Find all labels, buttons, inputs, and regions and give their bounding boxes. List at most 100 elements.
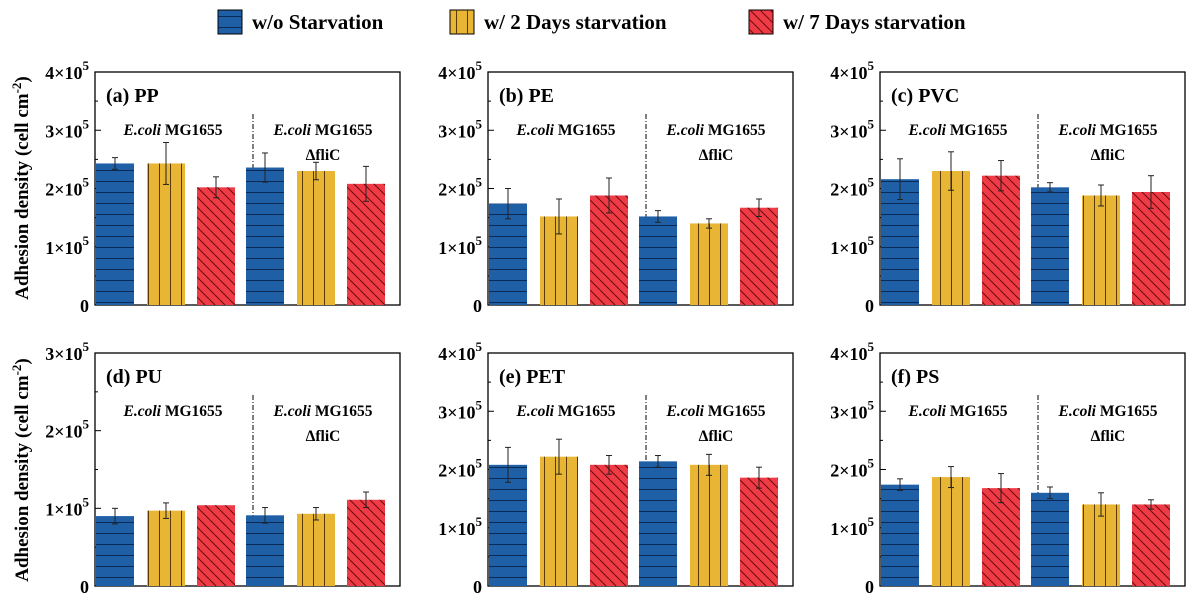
y-tick-label: 0	[473, 577, 482, 597]
panel-title: (b) PE	[499, 85, 554, 107]
panel-4: 0 1×105 2×105 3×105 (d) PU E.coli MG1655 E.col…	[45, 339, 401, 597]
bar-pattern	[639, 461, 677, 586]
y-tick-label: 1×105	[45, 494, 89, 519]
panel-title: (a) PP	[106, 85, 159, 107]
bar-pattern	[246, 167, 284, 305]
group-label: E.coli MG1655	[907, 403, 1007, 420]
group-label: E.coli MG1655	[122, 403, 222, 420]
bar-pattern	[1082, 195, 1120, 305]
bar-pattern	[197, 505, 235, 586]
bar-pattern	[540, 456, 578, 586]
y-tick-label: 2×105	[438, 456, 482, 481]
group-label: E.coli MG1655	[515, 403, 615, 420]
y-tick-label: 0	[80, 296, 89, 316]
y-axis-label-bottom: Adhesion density (cell cm-2)	[9, 358, 33, 582]
bar-pattern	[489, 203, 527, 305]
legend-label-no-starvation: w/o Starvation	[252, 10, 384, 34]
y-tick-label: 2×105	[45, 175, 89, 200]
legend-label-2-days: w/ 2 Days starvation	[484, 10, 667, 34]
bar-pattern	[690, 464, 728, 586]
y-tick-label: 2×105	[438, 175, 482, 200]
panel-5: 0 1×105 2×105 3×105 4×105 (e) PET E.coli MG165…	[438, 339, 794, 597]
panel-3: 0 1×105 2×105 3×105 4×105 (c) PVC E.coli MG165…	[830, 58, 1186, 316]
bar-pattern	[147, 163, 185, 305]
y-tick-label: 1×105	[45, 233, 89, 258]
group-label: E.coli MG1655	[122, 122, 222, 139]
panel-title: (e) PET	[499, 366, 566, 388]
legend-label-7-days: w/ 7 Days starvation	[783, 10, 966, 34]
group-label-mutant: ΔfliC	[306, 147, 341, 164]
group-label: E.coli MG1655	[515, 122, 615, 139]
bar-pattern	[297, 513, 335, 586]
bar-pattern	[590, 195, 628, 305]
legend: w/o Starvation w/ 2 Days starvation w/ 7…	[217, 9, 966, 35]
y-tick-label: 3×105	[438, 116, 482, 141]
y-tick-label: 1×105	[438, 233, 482, 258]
group-label: E.coli MG1655	[272, 122, 372, 139]
bar-pattern	[982, 488, 1020, 586]
bar-pattern	[96, 516, 134, 586]
bar-pattern	[1031, 492, 1069, 586]
bar-pattern	[690, 223, 728, 305]
chart-panels: 0 1×105 2×105 3×105 4×105 (a) PP E.coli MG1655…	[45, 58, 1186, 597]
bar-pattern	[932, 477, 970, 586]
group-label: E.coli MG1655	[665, 403, 765, 420]
group-label-mutant: ΔfliC	[699, 147, 734, 164]
y-tick-label: 2×105	[830, 175, 874, 200]
bar-pattern	[489, 464, 527, 586]
y-axis-label-top: Adhesion density (cell cm-2)	[9, 76, 33, 300]
group-label: E.coli MG1655	[1057, 122, 1157, 139]
y-tick-label: 2×105	[45, 417, 89, 442]
bar-pattern	[740, 207, 778, 305]
legend-item-2-days: w/ 2 Days starvation	[449, 9, 667, 35]
y-tick-label: 4×105	[830, 58, 874, 83]
bar-pattern	[347, 499, 385, 586]
group-label-mutant: ΔfliC	[306, 428, 341, 445]
bar-pattern	[881, 484, 919, 586]
bar-pattern	[1132, 191, 1170, 305]
group-label: E.coli MG1655	[665, 122, 765, 139]
y-tick-label: 1×105	[830, 233, 874, 258]
y-tick-label: 1×105	[438, 514, 482, 539]
bar-pattern	[96, 163, 134, 305]
legend-item-7-days: w/ 7 Days starvation	[748, 9, 966, 35]
y-tick-label: 1×105	[830, 514, 874, 539]
bar-pattern	[590, 464, 628, 586]
y-tick-label: 3×105	[45, 116, 89, 141]
bar-pattern	[246, 515, 284, 586]
bar-pattern	[1031, 187, 1069, 305]
legend-item-no-starvation: w/o Starvation	[217, 9, 384, 35]
group-label: E.coli MG1655	[907, 122, 1007, 139]
bar-pattern	[982, 175, 1020, 305]
group-label-mutant: ΔfliC	[699, 428, 734, 445]
panel-title: (f) PS	[891, 366, 939, 388]
bar-pattern	[639, 216, 677, 305]
y-tick-label: 4×105	[438, 58, 482, 83]
group-label: E.coli MG1655	[1057, 403, 1157, 420]
bar-pattern	[932, 171, 970, 305]
bar-pattern	[1132, 504, 1170, 586]
panel-1: 0 1×105 2×105 3×105 4×105 (a) PP E.coli MG1655…	[45, 58, 401, 316]
panel-6: 0 1×105 2×105 3×105 4×105 (f) PS E.coli MG1655…	[830, 339, 1186, 597]
y-tick-label: 4×105	[830, 339, 874, 364]
y-tick-label: 0	[865, 296, 874, 316]
y-tick-label: 3×105	[45, 339, 89, 364]
y-tick-label: 3×105	[438, 397, 482, 422]
y-tick-label: 0	[865, 577, 874, 597]
panel-2: 0 1×105 2×105 3×105 4×105 (b) PE E.coli MG1655…	[438, 58, 794, 316]
bar-pattern	[347, 183, 385, 305]
y-tick-label: 0	[473, 296, 482, 316]
bar-pattern	[740, 477, 778, 586]
group-label-mutant: ΔfliC	[1091, 147, 1126, 164]
bar-pattern	[297, 171, 335, 305]
y-tick-label: 3×105	[830, 397, 874, 422]
group-label: E.coli MG1655	[272, 403, 372, 420]
panel-title: (d) PU	[106, 366, 162, 388]
y-tick-label: 0	[80, 577, 89, 597]
y-tick-label: 3×105	[830, 116, 874, 141]
bar-pattern	[197, 187, 235, 305]
group-label-mutant: ΔfliC	[1091, 428, 1126, 445]
bar-pattern	[1082, 504, 1120, 586]
y-tick-label: 4×105	[438, 339, 482, 364]
